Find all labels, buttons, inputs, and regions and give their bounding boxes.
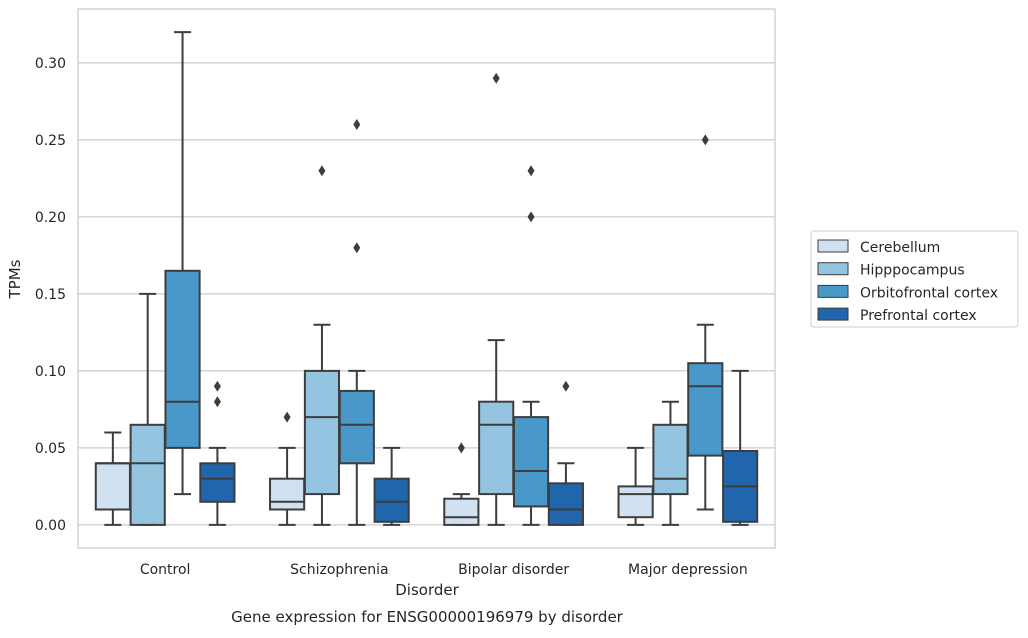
legend-swatch [817, 284, 849, 298]
legend-label: Prefrontal cortex [860, 308, 977, 324]
box-major-depression-cerebellum [617, 446, 654, 526]
box-body [512, 416, 550, 508]
outlier-point [701, 134, 709, 146]
box-body [547, 482, 584, 526]
legend-label: Hipppocampus [860, 263, 965, 279]
box-schizophrenia-cerebellum [269, 411, 306, 526]
plot-frame [77, 8, 776, 549]
y-axis-ticks: 0.00 0.05 0.10 0.15 0.20 0.25 0.30 [35, 56, 66, 534]
legend-label: Orbitofrontal cortex [860, 285, 998, 301]
x-tick-label: Schizophrenia [290, 562, 388, 578]
box-control-orbitofrontal-cortex [164, 31, 201, 496]
legend-swatch [817, 307, 849, 321]
outlier-point [213, 396, 221, 408]
box-body [303, 369, 341, 496]
y-tick-label: 0.20 [35, 210, 66, 226]
box-bipolar-disorder-prefrontal-cortex [547, 380, 584, 526]
outlier-point [283, 411, 291, 423]
box-body [164, 269, 201, 449]
box-control-prefrontal-cortex [199, 380, 236, 526]
legend: Cerebellum Hipppocampus Orbitofrontal cort… [810, 230, 1019, 328]
box-body [617, 485, 654, 519]
outlier-point [213, 380, 221, 392]
box-major-depression-orbitofrontal-cortex [687, 134, 724, 511]
box-control-hipppocampus [129, 292, 166, 526]
box-body [478, 400, 515, 496]
y-tick-label: 0.25 [35, 133, 66, 149]
outlier-point [353, 242, 361, 254]
box-body [129, 423, 166, 526]
y-tick-label: 0.30 [35, 56, 66, 72]
y-tick-label: 0.00 [35, 518, 66, 534]
x-tick-label: Control [140, 562, 191, 578]
x-tick-label: Bipolar disorder [458, 562, 569, 578]
chart-title: Gene expression for ENSG00000196979 by d… [231, 608, 624, 626]
box-body [269, 477, 306, 511]
box-schizophrenia-hipppocampus [303, 165, 341, 526]
box-schizophrenia-orbitofrontal-cortex [338, 119, 375, 526]
y-axis-label: TPMs [6, 259, 24, 299]
outlier-point [457, 442, 465, 454]
outlier-point [353, 119, 361, 130]
box-body [373, 477, 410, 523]
x-axis-ticks: Control Schizophrenia Bipolar disorder Majo… [140, 562, 748, 578]
outlier-point [527, 165, 535, 177]
box-body [338, 389, 375, 465]
y-tick-label: 0.15 [35, 287, 66, 303]
x-tick-label: Major depression [628, 562, 748, 578]
box-bipolar-disorder-hipppocampus [478, 72, 515, 526]
y-tick-label: 0.10 [35, 364, 66, 380]
box-body [199, 462, 236, 503]
box-schizophrenia-prefrontal-cortex [373, 446, 410, 526]
y-tick-label: 0.05 [35, 441, 66, 457]
legend-label: Cerebellum [860, 240, 940, 256]
outlier-point [318, 165, 326, 177]
legend-swatch [817, 239, 849, 253]
x-axis-label: Disorder [395, 581, 459, 599]
outlier-point [492, 72, 500, 84]
box-body [652, 423, 689, 496]
outlier-point [562, 380, 570, 392]
box-control-cerebellum [94, 431, 131, 526]
box-major-depression-prefrontal-cortex [722, 369, 759, 526]
box-bipolar-disorder-cerebellum [443, 442, 480, 526]
box-bipolar-disorder-orbitofrontal-cortex [512, 165, 550, 526]
box-body [687, 362, 724, 457]
legend-swatch [817, 262, 849, 276]
plot-area [94, 31, 759, 526]
outlier-point [527, 211, 535, 223]
box-body [94, 462, 131, 511]
box-body [443, 497, 480, 526]
box-major-depression-hipppocampus [652, 400, 689, 526]
legend-frame [810, 230, 1019, 328]
